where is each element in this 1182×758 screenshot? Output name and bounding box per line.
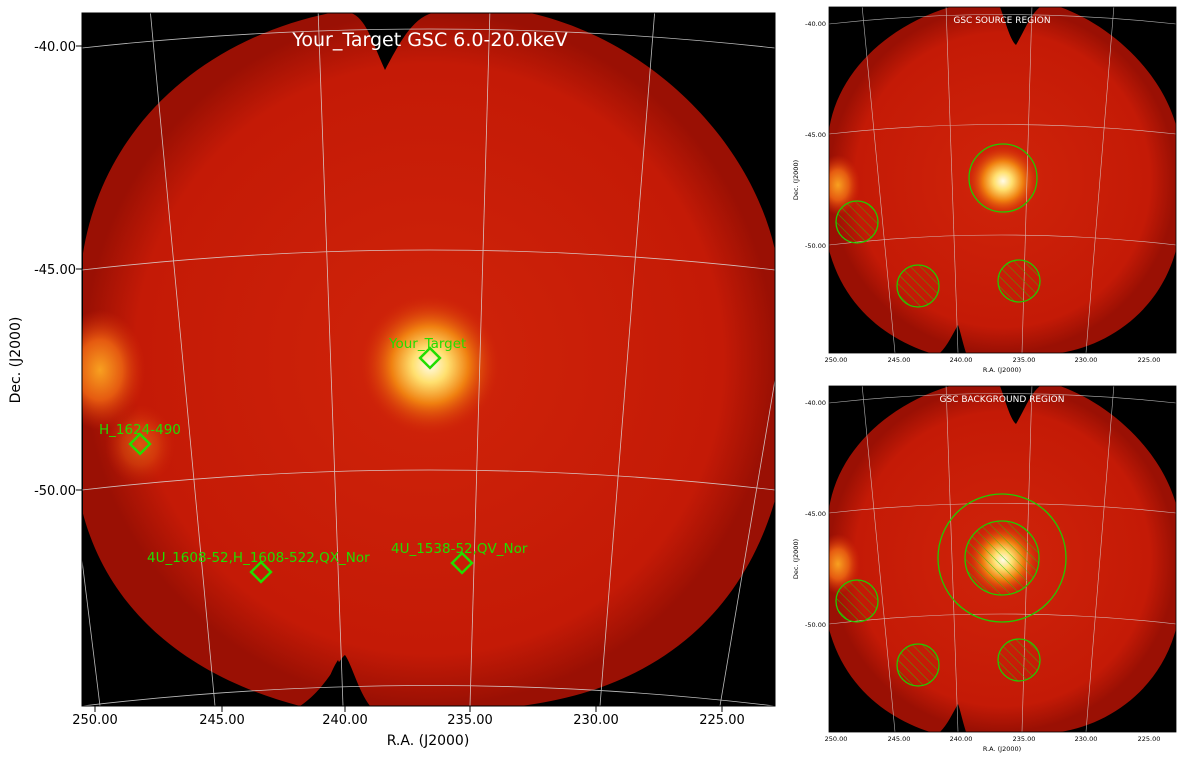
marker-h1624-490[interactable] — [128, 432, 152, 456]
source-x-tick-labels: 250.00 245.00 240.00 235.00 230.00 225.0… — [825, 356, 1161, 364]
x-tick-label: 245.00 — [888, 356, 911, 364]
background-y-tick-labels: -40.00 -45.00 -50.00 — [805, 399, 826, 629]
x-tick-label: 225.00 — [1138, 735, 1161, 743]
main-title: Your_Target GSC 6.0-20.0keV — [291, 29, 567, 51]
y-tick-label: -45.00 — [805, 131, 826, 139]
excluded-region-4u1538[interactable] — [997, 638, 1041, 682]
source-target-glow — [967, 145, 1039, 217]
background-sky-image — [829, 386, 1176, 732]
x-tick-label: 245.00 — [199, 713, 245, 728]
background-regions — [835, 493, 1067, 687]
y-tick-label: -40.00 — [805, 399, 826, 407]
source-edge-glow — [829, 155, 860, 215]
source-sky-image — [829, 7, 1176, 353]
source-region-panel: GSC SOURCE REGION 250.00 245.00 240.00 2… — [792, 6, 1177, 374]
y-tick-label: -45.00 — [805, 510, 826, 518]
y-tick-label: -50.00 — [805, 242, 826, 250]
source-region-circle[interactable] — [968, 143, 1038, 213]
source-y-tick-labels: -40.00 -45.00 -50.00 — [805, 20, 826, 250]
y-tick-label: -45.00 — [34, 263, 76, 278]
source-label-4u1608-52: 4U_1608-52,H_1608-522,QX_Nor — [147, 550, 370, 566]
x-tick-label: 235.00 — [1013, 356, 1036, 364]
x-tick-label: 235.00 — [1013, 735, 1036, 743]
excluded-region-4u1538[interactable] — [997, 259, 1041, 303]
background-annulus-outer[interactable] — [937, 493, 1067, 623]
source-label-your-target: Your_Target — [388, 336, 466, 352]
main-panel: Your_Target H_1624-490 4U_1608-52,H_1608… — [8, 12, 776, 749]
excluded-region-4u1608[interactable] — [896, 643, 940, 687]
source-label-4u1538-52: 4U_1538-52,QV_Nor — [391, 541, 528, 557]
edge-source-glow — [82, 310, 145, 430]
main-x-axis-label: R.A. (J2000) — [387, 733, 470, 749]
background-annulus-inner[interactable] — [964, 520, 1040, 596]
source-markers — [128, 346, 474, 584]
excluded-region-h1624[interactable] — [835, 200, 879, 244]
main-x-tick-labels: 250.00 245.00 240.00 235.00 230.00 225.0… — [72, 713, 745, 728]
x-tick-label: 230.00 — [573, 713, 619, 728]
background-edge-glow — [829, 534, 860, 594]
source-panel-title: GSC SOURCE REGION — [953, 16, 1050, 26]
coordinate-grid — [82, 13, 775, 706]
bottom-notch — [300, 655, 370, 706]
source-label-h1624-490: H_1624-490 — [99, 422, 181, 438]
x-tick-label: 230.00 — [1075, 735, 1098, 743]
x-tick-label: 240.00 — [950, 735, 973, 743]
x-tick-label: 225.00 — [1138, 356, 1161, 364]
main-y-tick-labels: -40.00 -45.00 -50.00 — [34, 40, 76, 499]
corner-mask-bottom-left — [82, 510, 300, 706]
background-panel-title: GSC BACKGROUND REGION — [940, 395, 1065, 405]
target-source-glow — [360, 295, 500, 435]
x-tick-label: 250.00 — [72, 713, 118, 728]
x-tick-label: 240.00 — [950, 356, 973, 364]
x-tick-label: 235.00 — [447, 713, 493, 728]
y-tick-label: -40.00 — [805, 20, 826, 28]
x-tick-label: 250.00 — [825, 356, 848, 364]
h1624-glow — [105, 405, 175, 485]
background-region-panel: GSC BACKGROUND REGION 250.00 245.00 240.… — [792, 385, 1177, 753]
marker-4u1538-52[interactable] — [450, 551, 474, 575]
y-tick-label: -50.00 — [805, 621, 826, 629]
background-x-axis-label: R.A. (J2000) — [983, 745, 1021, 753]
corner-mask-top-left — [82, 13, 330, 260]
source-y-axis-label: Dec. (J2000) — [792, 160, 800, 200]
excluded-region-h1624[interactable] — [835, 579, 879, 623]
background-y-axis-label: Dec. (J2000) — [792, 539, 800, 579]
y-tick-label: -50.00 — [34, 484, 76, 499]
corner-mask-bottom-right — [520, 500, 775, 706]
x-tick-label: 240.00 — [322, 713, 368, 728]
main-sky-image — [82, 13, 775, 706]
x-tick-label: 225.00 — [699, 713, 745, 728]
main-plot-frame — [81, 12, 776, 707]
corner-mask-top-right — [530, 13, 775, 250]
background-x-tick-labels: 250.00 245.00 240.00 235.00 230.00 225.0… — [825, 735, 1161, 743]
source-labels: Your_Target H_1624-490 4U_1608-52,H_1608… — [99, 336, 528, 566]
main-axis-ticks — [76, 45, 723, 712]
excluded-region-4u1608[interactable] — [896, 264, 940, 308]
source-x-axis-label: R.A. (J2000) — [983, 366, 1021, 374]
y-tick-label: -40.00 — [34, 40, 76, 55]
x-tick-label: 230.00 — [1075, 356, 1098, 364]
main-y-axis-label: Dec. (J2000) — [8, 317, 24, 404]
marker-your-target[interactable] — [418, 346, 442, 370]
marker-4u1608-52[interactable] — [249, 560, 273, 584]
x-tick-label: 250.00 — [825, 735, 848, 743]
source-regions — [835, 143, 1041, 308]
x-tick-label: 245.00 — [888, 735, 911, 743]
